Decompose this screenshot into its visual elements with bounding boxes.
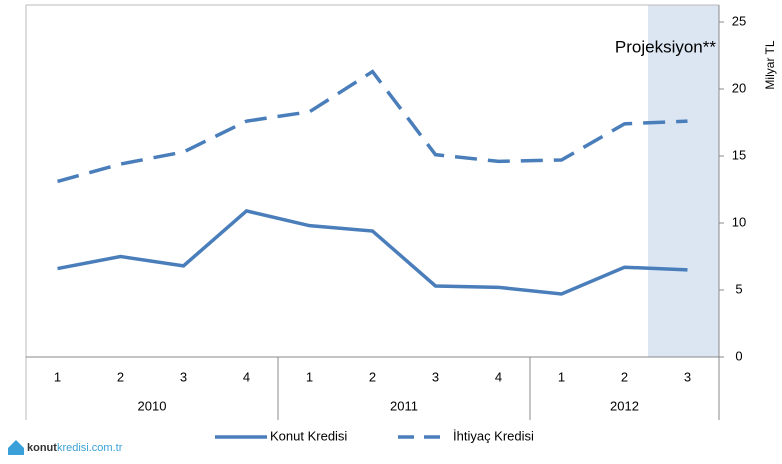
annotation: Projeksiyon**	[615, 37, 716, 56]
x-tick-label: 3	[432, 369, 439, 384]
y-axis-title: Milyar TL	[763, 40, 777, 89]
logo-text: konutkredisi.com.tr	[27, 442, 123, 454]
series-line	[57, 209, 688, 296]
x-group-label: 2011	[390, 398, 418, 413]
logo-part: kredisi	[57, 442, 89, 454]
x-tick-label: 2	[621, 369, 628, 384]
projection-shade	[648, 5, 719, 357]
x-tick-label: 2	[369, 369, 376, 384]
x-tick-label: 1	[54, 369, 61, 384]
x-tick-label: 1	[558, 369, 565, 384]
y-tick-label: 0	[735, 348, 742, 363]
x-tick-label: 4	[243, 369, 250, 384]
x-group-label: 2010	[138, 398, 167, 413]
x-tick-label: 4	[495, 369, 502, 384]
y-tick-label: 15	[732, 147, 746, 162]
x-tick-label: 1	[306, 369, 313, 384]
logo: konutkredisi.com.tr	[8, 440, 123, 455]
x-tick-label: 2	[117, 369, 124, 384]
legend-label: İhtiyaç Kredisi	[453, 428, 534, 443]
logo-icon	[8, 440, 24, 455]
y-tick-label: 20	[732, 80, 746, 95]
y-tick-label: 25	[732, 13, 746, 28]
legend-label: Konut Kredisi	[270, 428, 347, 443]
series-line	[57, 69, 688, 184]
y-tick-label: 5	[735, 281, 742, 296]
logo-part: konut	[27, 442, 57, 454]
x-tick-label: 3	[180, 369, 187, 384]
logo-part: .com.tr	[89, 442, 123, 454]
y-tick-label: 10	[732, 214, 746, 229]
x-group-label: 2012	[610, 398, 639, 413]
x-tick-label: 3	[684, 369, 691, 384]
